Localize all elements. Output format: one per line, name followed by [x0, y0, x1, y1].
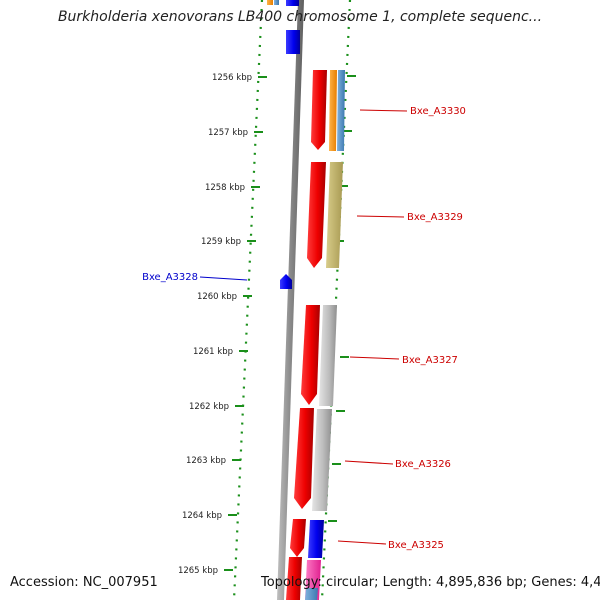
gene-bxe-a3330[interactable]: [311, 70, 345, 151]
genome-backbone: [277, 0, 304, 600]
feature-partial-blue-top: [286, 0, 299, 6]
feature-partial-steel: [274, 0, 279, 5]
gene-label[interactable]: Bxe_A3325: [388, 540, 444, 551]
gene-label[interactable]: Bxe_A3326: [395, 459, 451, 470]
tick-label: 1259 kbp: [201, 237, 241, 247]
gene-bxe-a3326[interactable]: [294, 408, 332, 511]
inner-dotted-ring: [232, 0, 264, 601]
gene-label-leaders: [199, 109, 408, 545]
gene-labels: Bxe_A3330 Bxe_A3329 Bxe_A3328 Bxe_A3327 Bxe_…: [142, 106, 466, 551]
gene-arrow: [311, 70, 327, 150]
gene-bxe-a3327[interactable]: [301, 305, 337, 406]
tick-label: 1263 kbp: [186, 456, 226, 466]
genome-summary-label: Topology: circular; Length: 4,895,836 bp…: [261, 575, 600, 590]
feature-partial-orange: [267, 0, 273, 5]
tick-label: 1261 kbp: [193, 347, 233, 357]
outer-dotted-ring: [320, 0, 352, 601]
tick-scale: 1256 kbp 1257 kbp 1258 kbp 1259 kbp 1260 kbp…: [178, 73, 267, 576]
annotation-block-orange: [329, 70, 337, 151]
tick-label: 1262 kbp: [189, 402, 229, 412]
feature-partial-steel-bottom: [305, 588, 318, 600]
gene-arrow: [307, 162, 326, 268]
annotation-block-gray: [312, 409, 332, 511]
gene-label[interactable]: Bxe_A3327: [402, 355, 458, 366]
tick-label: 1256 kbp: [212, 73, 252, 83]
tick-label: 1265 kbp: [178, 566, 218, 576]
feature-partial-red-bottom: [286, 557, 302, 600]
gene-arrow: [280, 274, 292, 289]
gene-arrow: [290, 519, 306, 557]
gene-label[interactable]: Bxe_A3328: [142, 272, 198, 283]
tick-label: 1257 kbp: [208, 128, 248, 138]
annotation-block-olive: [326, 162, 343, 268]
feature-partial-blue: [286, 30, 300, 54]
gene-bxe-a3329[interactable]: [307, 162, 343, 268]
gene-label[interactable]: Bxe_A3330: [410, 106, 466, 117]
tick-label: 1260 kbp: [197, 292, 237, 302]
annotation-block-gray: [319, 305, 337, 406]
gene-arrow: [301, 305, 320, 405]
tick-label: 1264 kbp: [182, 511, 222, 521]
gene-bxe-a3328[interactable]: [280, 274, 292, 289]
gene-arrow: [294, 408, 314, 509]
gene-bxe-a3325[interactable]: [290, 519, 324, 558]
accession-label: Accession: NC_007951: [10, 575, 158, 590]
annotation-block-steel: [337, 70, 345, 151]
gene-label[interactable]: Bxe_A3329: [407, 212, 463, 223]
map-title: Burkholderia xenovorans LB400 chromosome…: [57, 9, 543, 25]
annotation-block-blue: [308, 520, 324, 558]
tick-label: 1258 kbp: [205, 183, 245, 193]
